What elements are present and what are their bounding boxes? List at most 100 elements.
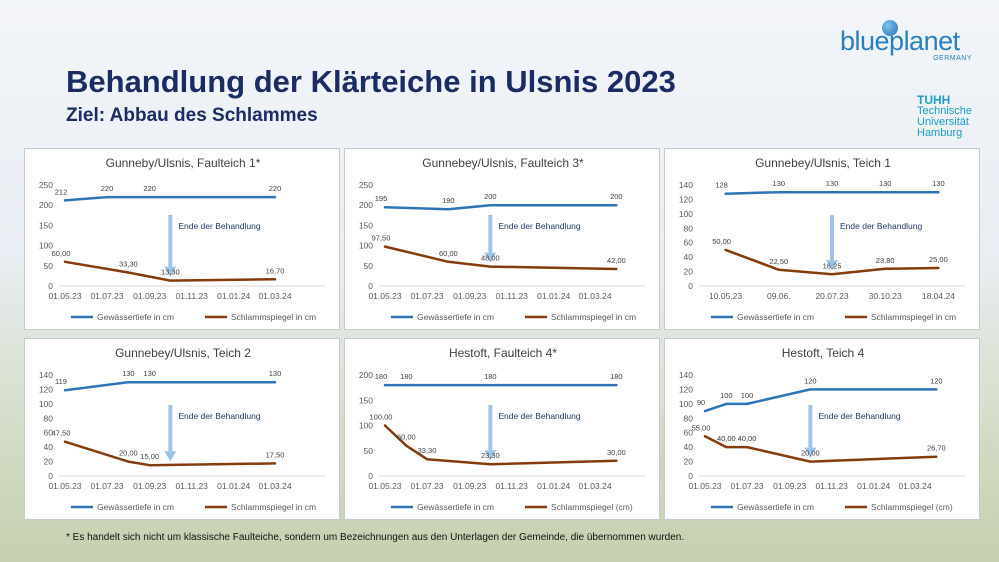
x-tick-label: 01.01.24 xyxy=(217,481,250,491)
data-label: 128 xyxy=(715,181,728,190)
series-line-water-depth xyxy=(63,195,277,202)
y-tick-label: 100 xyxy=(39,241,53,251)
chart-teich-1: Gunnebey/Ulsnis, Teich 1 0 20 40 60 80 100 120 1… xyxy=(679,156,965,322)
x-tick-label: 01.01.24 xyxy=(537,481,570,491)
annotation-label: Ende der Behandlung xyxy=(818,411,901,421)
chart-title: Gunneby/Ulsnis, Faulteich 1* xyxy=(106,156,261,170)
x-tick-label: 01.09.23 xyxy=(773,481,806,491)
slide-subtitle: Ziel: Abbau des Schlammes xyxy=(66,105,318,126)
annotation-arrow-shaft xyxy=(488,405,493,451)
chart-title: Gunnebey/Ulsnis, Faulteich 3* xyxy=(422,156,584,170)
data-label: 30,00 xyxy=(607,448,626,457)
y-tick-label: 140 xyxy=(679,180,693,190)
y-tick-label: 0 xyxy=(48,281,53,291)
data-label: 130 xyxy=(269,369,282,378)
annotation-arrow-shaft xyxy=(488,215,493,253)
chart-hestoft-faulteich-4: Hestoft, Faulteich 4* 0 50 100 150 200 01.05.2… xyxy=(359,346,645,512)
data-label: 220 xyxy=(101,184,114,193)
data-label: 180 xyxy=(375,372,388,381)
y-tick-label: 40 xyxy=(684,442,694,452)
legend-label: Schlammspiegel in cm xyxy=(551,312,636,322)
data-label: 23,30 xyxy=(481,451,500,460)
y-tick-label: 20 xyxy=(684,457,694,467)
legend-label: Schlammspiegel (cm) xyxy=(551,502,633,512)
y-tick-label: 150 xyxy=(359,395,373,405)
chart-title: Hestoft, Teich 4 xyxy=(782,346,865,360)
x-tick-label: 01.01.24 xyxy=(537,291,570,301)
y-tick-label: 200 xyxy=(359,370,373,380)
x-tick-label: 01.01.24 xyxy=(217,291,250,301)
annotation-label: Ende der Behandlung xyxy=(498,221,581,231)
y-tick-label: 20 xyxy=(684,267,694,277)
legend-label: Schlammspiegel (cm) xyxy=(871,502,953,512)
data-label: 33,30 xyxy=(418,446,437,455)
annotation-arrow-shaft xyxy=(808,405,813,448)
data-label: 26,70 xyxy=(927,444,946,453)
data-label: 220 xyxy=(269,184,282,193)
chart-title: Hestoft, Faulteich 4* xyxy=(449,346,557,360)
data-label: 23,80 xyxy=(876,256,895,265)
x-tick-label: 01.07.23 xyxy=(90,291,123,301)
data-label: 212 xyxy=(55,187,68,196)
data-label: 17,50 xyxy=(266,450,285,459)
legend-label: Schlammspiegel in cm xyxy=(871,312,956,322)
series-line-water-depth xyxy=(724,190,940,195)
series-line-water-depth xyxy=(63,380,277,392)
x-tick-label: 01.03.24 xyxy=(578,481,611,491)
y-tick-label: 50 xyxy=(364,261,374,271)
data-label: 20,00 xyxy=(801,449,820,458)
annotation-arrow-head xyxy=(164,451,177,462)
series-line-sludge-level xyxy=(383,424,618,466)
data-label: 130 xyxy=(826,179,839,188)
data-label: 60,00 xyxy=(397,433,416,442)
y-tick-label: 200 xyxy=(359,200,373,210)
chart-panel-teich-2: Gunnebey/Ulsnis, Teich 2 0 20 40 60 80 100 120 1… xyxy=(24,338,340,520)
y-tick-label: 50 xyxy=(44,261,54,271)
x-tick-label: 01.05.23 xyxy=(368,481,401,491)
data-label: 48,00 xyxy=(481,254,500,263)
legend-label: Schlammspiegel in cm xyxy=(231,502,316,512)
data-label: 130 xyxy=(932,179,945,188)
x-tick-label: 01.11.23 xyxy=(175,481,208,491)
data-label: 40,00 xyxy=(738,434,757,443)
y-tick-label: 150 xyxy=(39,220,53,230)
x-tick-label: 01.03.24 xyxy=(258,481,291,491)
data-label: 25,00 xyxy=(929,255,948,264)
data-label: 130 xyxy=(122,369,135,378)
legend-label: Gewässertiefe in cm xyxy=(737,312,814,322)
globe-icon xyxy=(882,20,898,36)
slide-title: Behandlung der Klärteiche in Ulsnis 2023 xyxy=(66,64,676,99)
chart-teich-2: Gunnebey/Ulsnis, Teich 20204060801001201… xyxy=(39,346,325,512)
y-tick-label: 50 xyxy=(364,446,374,456)
y-tick-label: 60 xyxy=(684,238,694,248)
x-tick-label: 01.09.23 xyxy=(453,481,486,491)
series-line-sludge-level xyxy=(63,440,277,467)
y-tick-label: 60 xyxy=(44,428,54,438)
y-tick-label: 0 xyxy=(48,471,53,481)
series-line-sludge-level xyxy=(383,245,618,271)
data-label: 200 xyxy=(610,192,623,201)
chart-panel-teich-1: Gunnebey/Ulsnis, Teich 1 0 20 40 60 80 100 120 1… xyxy=(664,148,980,330)
series-line-sludge-level xyxy=(63,260,277,282)
x-tick-label: 01.05.23 xyxy=(688,481,721,491)
series-line-sludge-level xyxy=(724,248,940,276)
data-label: 200 xyxy=(484,192,497,201)
y-tick-label: 0 xyxy=(368,281,373,291)
data-label: 100 xyxy=(720,391,733,400)
x-tick-label: 01.07.23 xyxy=(90,481,123,491)
data-label: 42,00 xyxy=(607,256,626,265)
y-tick-label: 0 xyxy=(688,281,693,291)
chart-faulteich-1: Gunneby/Ulsnis, Faulteich 1* 0 50 100 150 200… xyxy=(39,156,325,322)
series-line-sludge-level xyxy=(703,435,938,463)
y-tick-label: 40 xyxy=(684,252,694,262)
annotation-label: Ende der Behandlung xyxy=(178,411,261,421)
y-tick-label: 100 xyxy=(679,209,693,219)
x-tick-label: 01.09.23 xyxy=(133,291,166,301)
x-tick-label: 01.05.23 xyxy=(368,291,401,301)
legend-label: Gewässertiefe in cm xyxy=(417,502,494,512)
data-label: 97,50 xyxy=(372,234,391,243)
y-tick-label: 250 xyxy=(359,180,373,190)
data-label: 195 xyxy=(375,194,388,203)
data-label: 13,30 xyxy=(161,268,180,277)
data-label: 100 xyxy=(741,391,754,400)
